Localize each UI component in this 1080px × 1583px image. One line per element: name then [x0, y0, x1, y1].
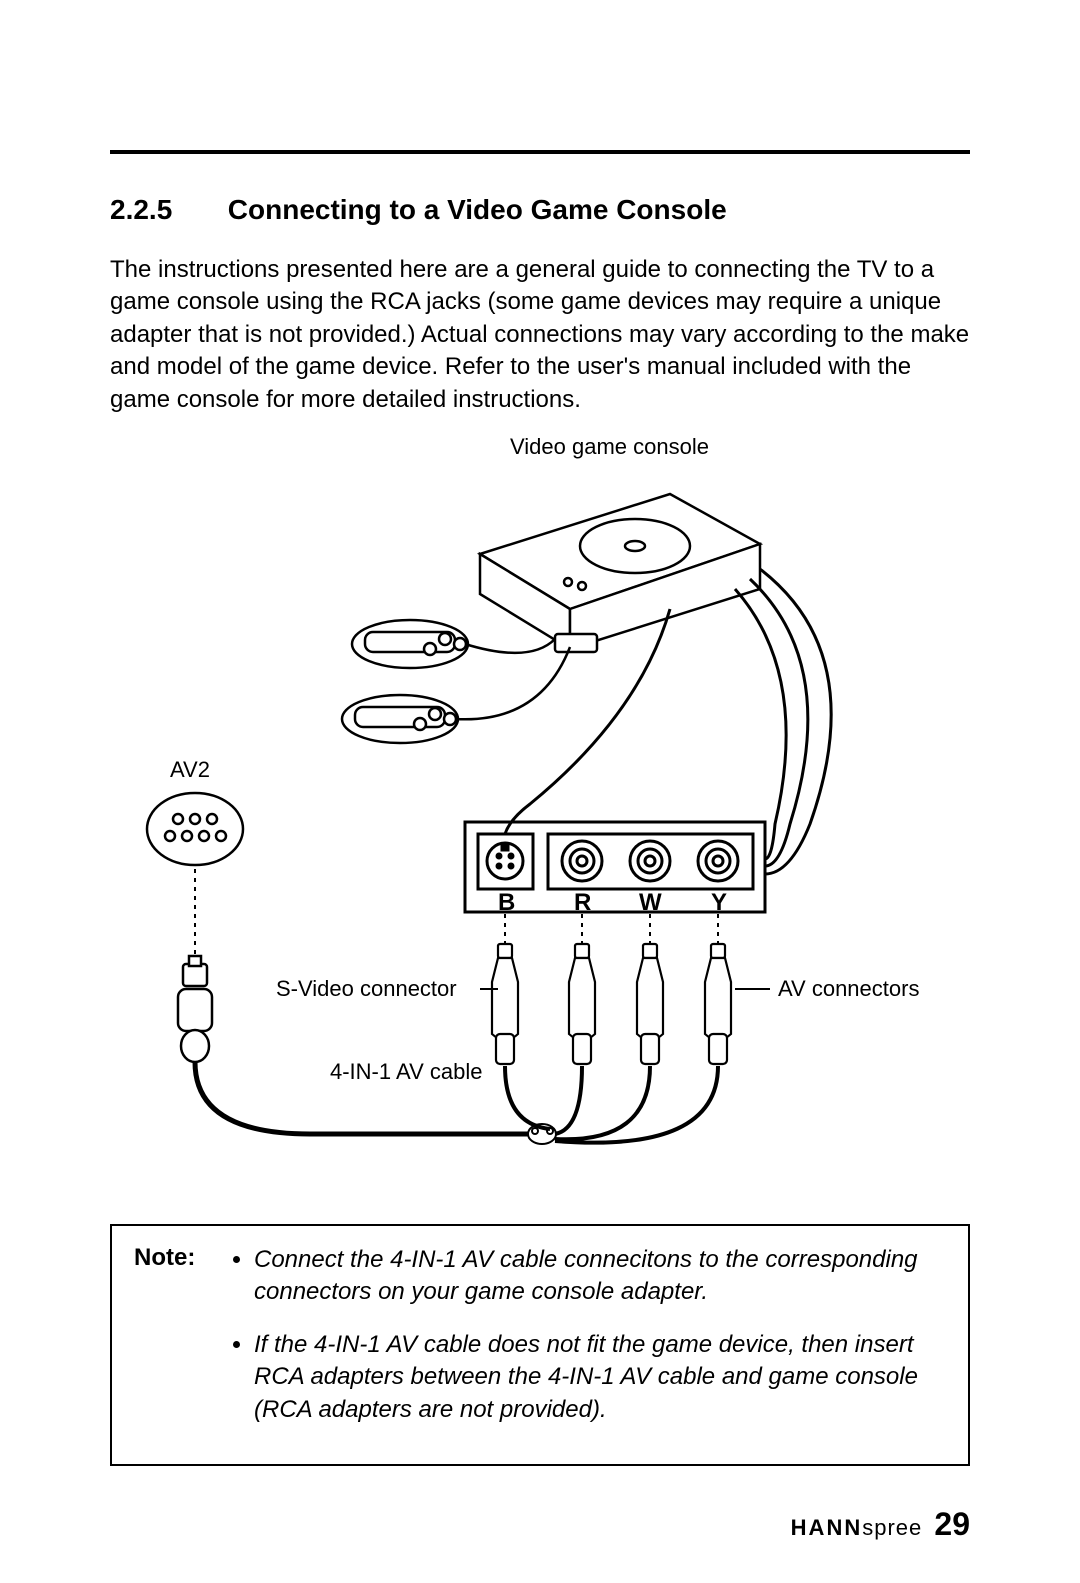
note-item: If the 4-IN-1 AV cable does not fit the … [254, 1329, 946, 1426]
document-page: 2.2.5 Connecting to a Video Game Console… [0, 0, 1080, 1583]
page-footer: HANNspree 29 [110, 1506, 970, 1543]
brand-bold: HANN [791, 1515, 863, 1540]
note-list: Connect the 4-IN-1 AV cable connecitons … [234, 1244, 946, 1446]
note-label: Note: [134, 1244, 214, 1446]
port-letter-r: R [574, 889, 591, 917]
note-box: Note: Connect the 4-IN-1 AV cable connec… [110, 1224, 970, 1466]
section-title: Connecting to a Video Game Console [228, 194, 727, 225]
console-label: Video game console [510, 434, 709, 460]
section-number: 2.2.5 [110, 194, 220, 226]
page-number: 29 [934, 1506, 970, 1542]
connection-diagram: Video game console AV2 S-Video connector… [110, 434, 970, 1214]
svideo-label: S-Video connector [276, 976, 457, 1002]
brand-light: spree [862, 1515, 922, 1540]
avconn-label: AV connectors [778, 976, 919, 1002]
cable-label: 4-IN-1 AV cable [330, 1059, 482, 1085]
port-letter-w: W [639, 889, 662, 917]
diagram-svg [110, 434, 970, 1214]
note-item: Connect the 4-IN-1 AV cable connecitons … [254, 1244, 946, 1309]
top-rule [110, 150, 970, 154]
section-heading: 2.2.5 Connecting to a Video Game Console [110, 194, 970, 226]
port-letter-b: B [498, 889, 515, 917]
port-letter-y: Y [711, 889, 727, 917]
av2-label: AV2 [170, 757, 210, 783]
instruction-paragraph: The instructions presented here are a ge… [110, 254, 970, 416]
